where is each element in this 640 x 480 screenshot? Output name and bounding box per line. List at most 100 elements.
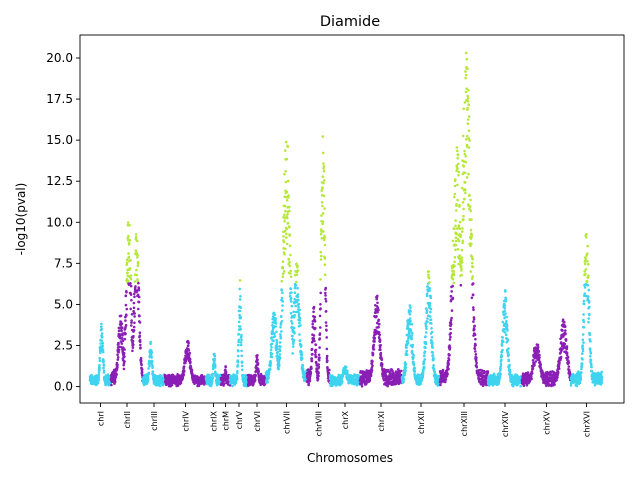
- data-point: [256, 358, 259, 362]
- data-point: [409, 329, 413, 333]
- data-point: [301, 364, 305, 368]
- data-point: [129, 282, 132, 285]
- data-point: [320, 189, 324, 192]
- data-point: [97, 376, 100, 379]
- data-point: [371, 364, 374, 368]
- data-points: [88, 51, 604, 388]
- data-point: [449, 322, 453, 326]
- data-point: [98, 366, 101, 370]
- data-point: [378, 346, 382, 349]
- data-point: [317, 371, 320, 375]
- data-point: [439, 383, 442, 387]
- data-point: [200, 373, 204, 377]
- data-point: [328, 368, 331, 372]
- data-point: [273, 335, 277, 338]
- data-point: [429, 307, 433, 311]
- data-point: [463, 171, 467, 175]
- data-point: [456, 167, 459, 171]
- data-point: [500, 355, 504, 358]
- data-point: [557, 367, 561, 371]
- data-point: [124, 319, 127, 322]
- data-point: [502, 340, 505, 344]
- data-point: [583, 270, 586, 273]
- data-point: [286, 216, 289, 220]
- data-point: [420, 378, 424, 381]
- data-point: [503, 309, 507, 313]
- data-point: [121, 332, 124, 335]
- data-point: [464, 51, 468, 55]
- data-point: [588, 305, 591, 309]
- x-tick-label: chrXVI: [583, 411, 592, 437]
- data-point: [312, 305, 316, 309]
- data-point: [508, 363, 511, 367]
- data-point: [464, 181, 467, 184]
- data-point: [463, 149, 466, 153]
- data-point: [456, 183, 459, 187]
- data-point: [313, 320, 317, 323]
- data-point: [236, 371, 239, 375]
- data-point: [586, 244, 589, 248]
- data-point: [469, 270, 473, 273]
- data-point: [431, 341, 434, 345]
- data-point: [276, 354, 279, 357]
- data-point: [297, 312, 301, 316]
- data-point: [504, 333, 508, 337]
- data-point: [235, 374, 239, 378]
- data-point: [460, 259, 464, 262]
- data-point: [589, 339, 592, 343]
- data-point: [270, 352, 274, 356]
- data-point: [135, 239, 139, 243]
- data-point: [321, 151, 325, 155]
- y-axis: 0.02.55.07.510.012.515.017.520.0: [46, 51, 80, 394]
- data-point: [426, 285, 430, 288]
- data-point: [283, 220, 286, 223]
- data-point: [285, 236, 288, 239]
- data-point: [97, 371, 101, 374]
- data-point: [407, 335, 411, 338]
- y-tick-label: 10.0: [46, 215, 73, 229]
- data-point: [467, 115, 471, 118]
- data-point: [147, 371, 151, 375]
- data-point: [142, 383, 146, 387]
- data-point: [136, 255, 139, 259]
- data-point: [294, 310, 298, 314]
- data-point: [589, 358, 593, 362]
- data-point: [467, 129, 471, 132]
- data-point: [284, 140, 288, 144]
- data-point: [127, 234, 130, 238]
- data-point: [114, 375, 118, 379]
- data-point: [116, 353, 119, 357]
- data-point: [566, 355, 570, 359]
- data-point: [538, 356, 541, 359]
- data-point: [447, 367, 450, 371]
- data-point: [316, 377, 320, 381]
- data-point: [537, 350, 541, 353]
- data-point: [472, 317, 476, 321]
- data-point: [129, 293, 133, 296]
- data-point: [434, 375, 438, 378]
- data-point: [302, 370, 306, 374]
- data-point: [529, 375, 533, 379]
- data-point: [466, 67, 469, 70]
- x-tick-label: chrXII: [417, 411, 426, 434]
- data-point: [408, 332, 411, 335]
- data-point: [453, 264, 456, 268]
- data-point: [459, 264, 463, 268]
- data-point: [380, 362, 384, 366]
- data-point: [600, 381, 604, 385]
- data-point: [313, 315, 317, 319]
- data-point: [299, 343, 303, 347]
- data-point: [460, 267, 463, 270]
- data-point: [501, 348, 504, 352]
- data-point: [465, 57, 469, 61]
- data-point: [281, 291, 284, 295]
- data-point: [298, 333, 301, 336]
- data-point: [588, 333, 592, 337]
- data-point: [423, 358, 427, 361]
- data-point: [239, 343, 243, 347]
- data-point: [411, 343, 415, 347]
- data-point: [324, 310, 328, 313]
- data-point: [453, 184, 457, 188]
- data-point: [137, 288, 141, 292]
- data-point: [120, 329, 123, 333]
